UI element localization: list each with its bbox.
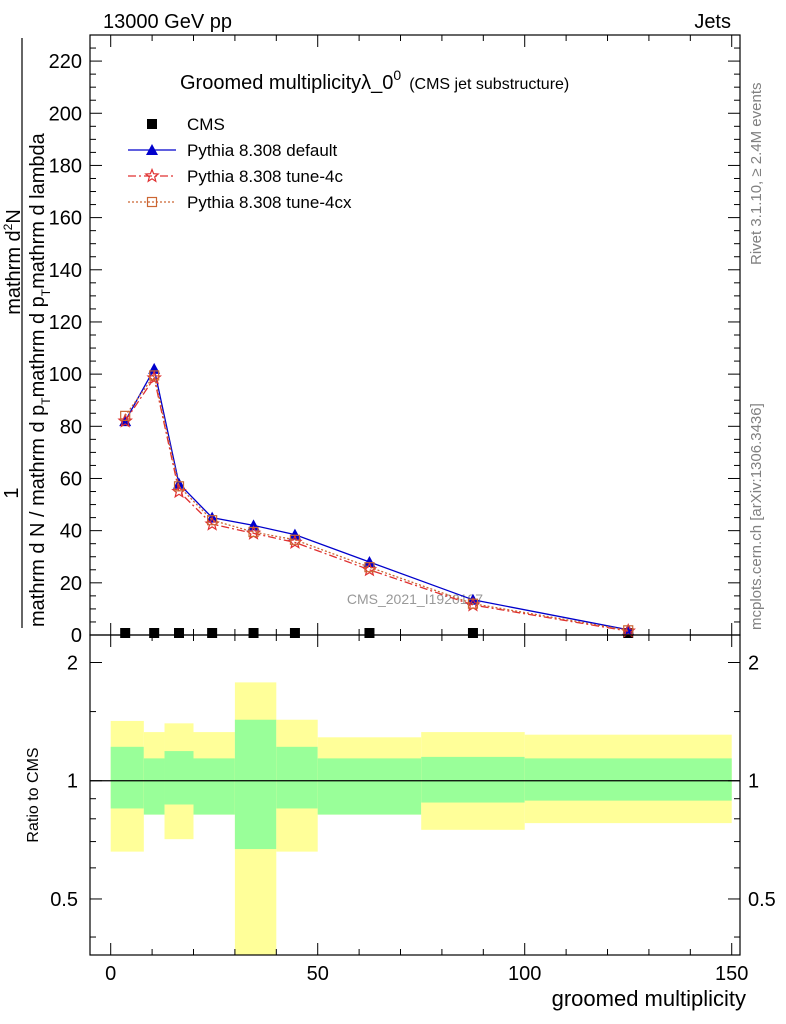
ratio-inner-band [317,758,422,815]
ratio-panel: 0.5 0.5 1 1 2 2 0 50 100 150 Ratio to CMS groomed… [25,634,776,1011]
ylabel-prefix: 1 [1,487,23,498]
ylabel-num-n: N [3,209,25,223]
series-line [124,373,629,631]
data-point [120,410,131,421]
data-point [364,628,375,638]
ratio-axes: 0.5 0.5 1 1 2 2 0 50 100 150 [50,634,776,985]
main-ylabel: 1 mathrm d2N mathrm d N / mathrm d pTmat… [1,38,53,628]
ratio-xtick-label: 150 [715,963,748,985]
legend-label: Pythia 8.308 tune-4cx [187,193,352,212]
data-point [364,562,375,573]
ratio-ytick-label: 2 [67,653,78,675]
data-point [207,515,218,526]
ratio-xtick-label: 50 [307,963,329,985]
main-ytick-label: 140 [49,260,82,282]
data-point [149,628,160,638]
series-square [120,628,634,638]
ratio-xtick-label: 100 [508,963,541,985]
ratio-xlabel: groomed multiplicity [552,986,746,1011]
legend-label: Pythia 8.308 default [187,141,338,160]
legend-marker [146,144,158,155]
legend-entry: CMS [147,115,225,134]
watermark: CMS_2021_I1920187 [347,591,483,607]
process-label: 13000 GeV pp [103,11,232,33]
data-point [467,628,478,638]
ratio-inner-band [143,758,165,815]
data-point [173,477,186,489]
ratio-inner-band [276,746,318,809]
legend-marker [144,167,160,183]
legend-entry: Pythia 8.308 default [128,141,338,160]
series-open-square [120,370,634,636]
main-series [117,362,636,638]
ratio-ytick-label-right: 2 [748,653,759,675]
legend: CMS Pythia 8.308 default Pythia 8.308 tune… [128,115,352,212]
main-ytick-label: 200 [49,103,82,125]
data-point [149,370,160,381]
data-point [288,528,301,540]
data-point [363,555,376,567]
ratio-inner-band [421,756,525,803]
ylabel-den-c: mathrm d lambda [27,132,49,288]
ylabel-num-d: mathrm d [3,230,25,314]
rivet-label: Rivet 3.1.10, ≥ 2.4M events [748,83,765,266]
data-point [248,526,259,538]
ylabel-denominator: mathrm d N / mathrm d pTmathrm d pTmathr… [27,132,53,627]
mcplots-label: mcplots.cern.ch [arXiv:1306.3436] [748,403,765,630]
main-ytick-label: 160 [49,208,82,230]
ylabel-numerator: mathrm d2N [1,209,25,315]
legend-marker [146,196,158,208]
category-label: Jets [694,11,731,33]
ratio-ytick-label-right: 1 [748,771,759,793]
data-point [173,481,185,492]
main-ytick-label: 20 [60,573,82,595]
ratio-ylabel: Ratio to CMS [25,747,42,842]
legend-marker [147,119,157,129]
ylabel-den-b: mathrm d p [27,296,49,397]
chart-title: Groomed multiplicityλ_00 (CMS jet substru… [180,67,569,94]
ratio-inner-band [524,758,732,801]
data-point [248,628,259,638]
main-panel: CMS_2021_I1920187 0204060801001201401601… [1,34,741,647]
chart-subtitle: (CMS jet substructure) [409,76,569,93]
data-point [120,628,131,638]
chart-title-main: Groomed multiplicityλ_0 [180,72,393,94]
ratio-xtick-label: 0 [105,963,116,985]
data-point [174,628,185,638]
data-point [289,628,300,638]
data-point [207,628,218,638]
legend-entry: Pythia 8.308 tune-4c [128,167,343,186]
ratio-inner-band [193,758,235,815]
ylabel-den-a: mathrm d N / mathrm d p [27,405,49,627]
ylabel-num-power: 2 [1,223,15,230]
legend-label: CMS [187,115,225,134]
ratio-inner-band [234,719,277,850]
main-ytick-label: 120 [49,312,82,334]
ratio-ytick-label: 1 [67,771,78,793]
ratio-inner-band [110,746,144,809]
ratio-bands [90,682,740,955]
main-ytick-label: 60 [60,468,82,490]
ylabel-den-sub2: T [39,288,53,296]
main-ytick-label: 100 [49,364,82,386]
ratio-inner-band [164,751,194,805]
main-ytick-label: 180 [49,155,82,177]
main-ytick-label: 40 [60,521,82,543]
ylabel-den-sub1: T [39,397,53,405]
ratio-frame [89,634,741,956]
data-point [467,598,479,609]
ratio-ytick-label: 0.5 [50,889,78,911]
series-line [124,376,629,632]
ratio-ytick-label-right: 0.5 [748,889,776,911]
main-ytick-label: 220 [49,51,82,73]
main-ytick-label: 80 [60,416,82,438]
main-ytick-label: 0 [71,625,82,647]
legend-label: Pythia 8.308 tune-4c [187,167,343,186]
data-point [289,534,301,545]
chart-title-superscript: 0 [393,67,401,83]
legend-entry: Pythia 8.308 tune-4cx [128,193,352,212]
